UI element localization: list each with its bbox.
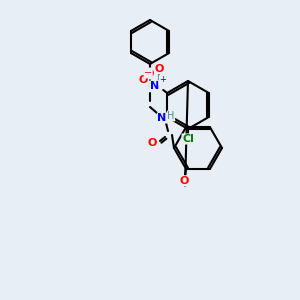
- Text: −: −: [144, 68, 152, 78]
- Text: N: N: [158, 113, 166, 123]
- Text: H: H: [167, 111, 175, 121]
- Text: O: O: [154, 64, 164, 74]
- Text: O: O: [139, 75, 148, 85]
- Text: O: O: [144, 69, 154, 79]
- Text: Cl: Cl: [182, 134, 194, 144]
- Text: O: O: [147, 138, 157, 148]
- Text: N: N: [150, 81, 159, 91]
- Text: +: +: [159, 76, 166, 85]
- Text: O: O: [179, 176, 189, 186]
